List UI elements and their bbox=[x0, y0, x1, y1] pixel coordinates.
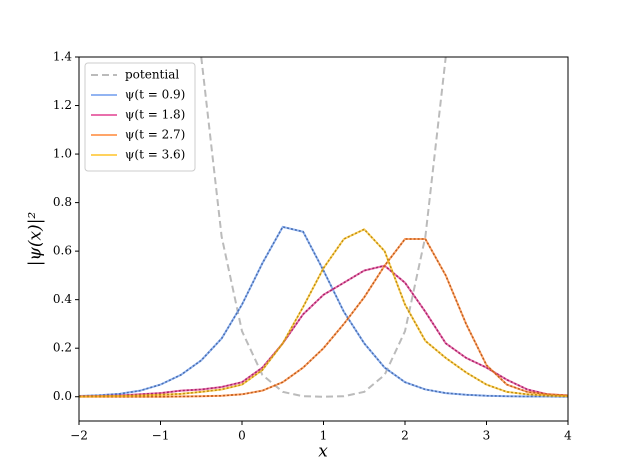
series-line bbox=[200, 57, 447, 398]
x-tick-label: 1 bbox=[320, 429, 328, 443]
legend-label: ψ(t = 0.9) bbox=[125, 88, 185, 102]
legend-box bbox=[84, 62, 196, 172]
y-axis-label: |ψ(x)|² bbox=[26, 212, 46, 267]
y-tick-label: 0.8 bbox=[53, 195, 72, 209]
y-tick-label: 0.4 bbox=[53, 292, 72, 306]
series-line bbox=[79, 264, 568, 398]
x-tick-label: −2 bbox=[70, 429, 88, 443]
x-tick-label: 4 bbox=[564, 429, 572, 443]
x-tick-label: 2 bbox=[401, 429, 409, 443]
x-tick-label: −1 bbox=[152, 429, 170, 443]
series-dots bbox=[79, 264, 568, 398]
plot-frame bbox=[78, 56, 569, 422]
y-tick-label: 0.2 bbox=[53, 341, 72, 355]
series-line bbox=[79, 238, 568, 398]
y-tick-label: 1.0 bbox=[53, 147, 72, 161]
legend-label: ψ(t = 1.8) bbox=[125, 108, 185, 122]
x-tick-label: 0 bbox=[238, 429, 246, 443]
x-tick-label: 3 bbox=[483, 429, 491, 443]
legend-label: ψ(t = 3.6) bbox=[125, 148, 185, 162]
legend-label: potential bbox=[125, 68, 179, 82]
y-tick-label: 1.2 bbox=[53, 98, 72, 112]
plot-lines bbox=[79, 57, 568, 398]
series-line bbox=[79, 225, 568, 398]
y-tick-label: 0.6 bbox=[53, 244, 72, 258]
series-dots bbox=[79, 228, 568, 398]
y-tick-label: 1.4 bbox=[53, 50, 72, 64]
series-dots bbox=[79, 225, 568, 398]
x-axis-label: x bbox=[318, 442, 328, 462]
legend-label: ψ(t = 2.7) bbox=[125, 128, 185, 142]
series-dots bbox=[79, 238, 568, 398]
y-tick-label: 0.0 bbox=[53, 389, 72, 403]
